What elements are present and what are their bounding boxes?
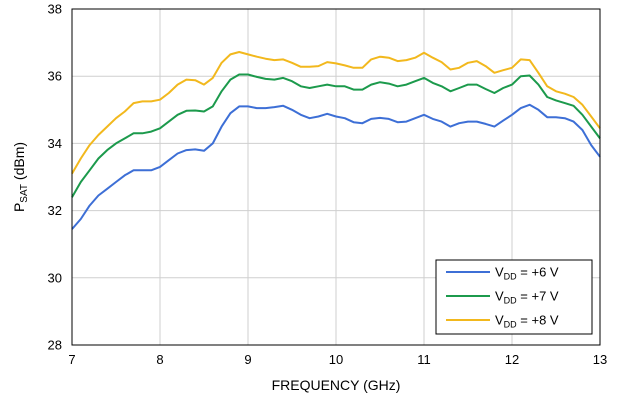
y-tick-label: 28: [48, 338, 62, 353]
legend-label-sub: DD: [504, 272, 517, 282]
series-line-2: [71, 73, 601, 198]
y-axis-title-unit: (dBm): [11, 142, 27, 184]
x-tick-label: 12: [505, 352, 519, 367]
legend-label-suffix: = +6 V: [517, 265, 559, 280]
legend-label-3: VDD = +8 V: [495, 313, 559, 330]
series-line-3: [71, 51, 601, 175]
plot-frame: [71, 8, 601, 346]
legend-label-sub: DD: [504, 296, 517, 306]
y-tick-label: 36: [48, 69, 62, 84]
x-axis-title: FREQUENCY (GHz): [272, 377, 401, 393]
y-tick-label: 32: [48, 203, 62, 218]
x-tick-label: 13: [593, 352, 607, 367]
y-tick-label: 30: [48, 270, 62, 285]
legend-label-prefix: V: [495, 265, 504, 280]
legend-label-suffix: = +7 V: [517, 289, 559, 304]
y-tick-labels: 28 30 32 34 36 38: [48, 2, 62, 353]
y-tick-label: 34: [48, 136, 62, 151]
legend-label-suffix: = +8 V: [517, 313, 559, 328]
y-axis-title: PSAT (dBm): [11, 142, 30, 212]
x-tick-labels: 7 8 9 10 11 12 13: [68, 352, 607, 367]
y-axis-title-sub: SAT: [19, 184, 30, 203]
x-tick-label: 9: [244, 352, 251, 367]
y-axis-title-main: P: [11, 203, 27, 212]
series-lines: [71, 51, 601, 230]
y-tick-label: 38: [48, 2, 62, 17]
x-tick-label: 11: [417, 352, 431, 367]
legend-label-1: VDD = +6 V: [495, 265, 559, 282]
legend-label-sub: DD: [504, 320, 517, 330]
x-tick-label: 7: [68, 352, 75, 367]
x-tick-label: 10: [329, 352, 343, 367]
legend-label-prefix: V: [495, 289, 504, 304]
series-line-1: [71, 103, 601, 230]
legend-label-2: VDD = +7 V: [495, 289, 559, 306]
x-tick-label: 8: [156, 352, 163, 367]
legend-label-prefix: V: [495, 313, 504, 328]
